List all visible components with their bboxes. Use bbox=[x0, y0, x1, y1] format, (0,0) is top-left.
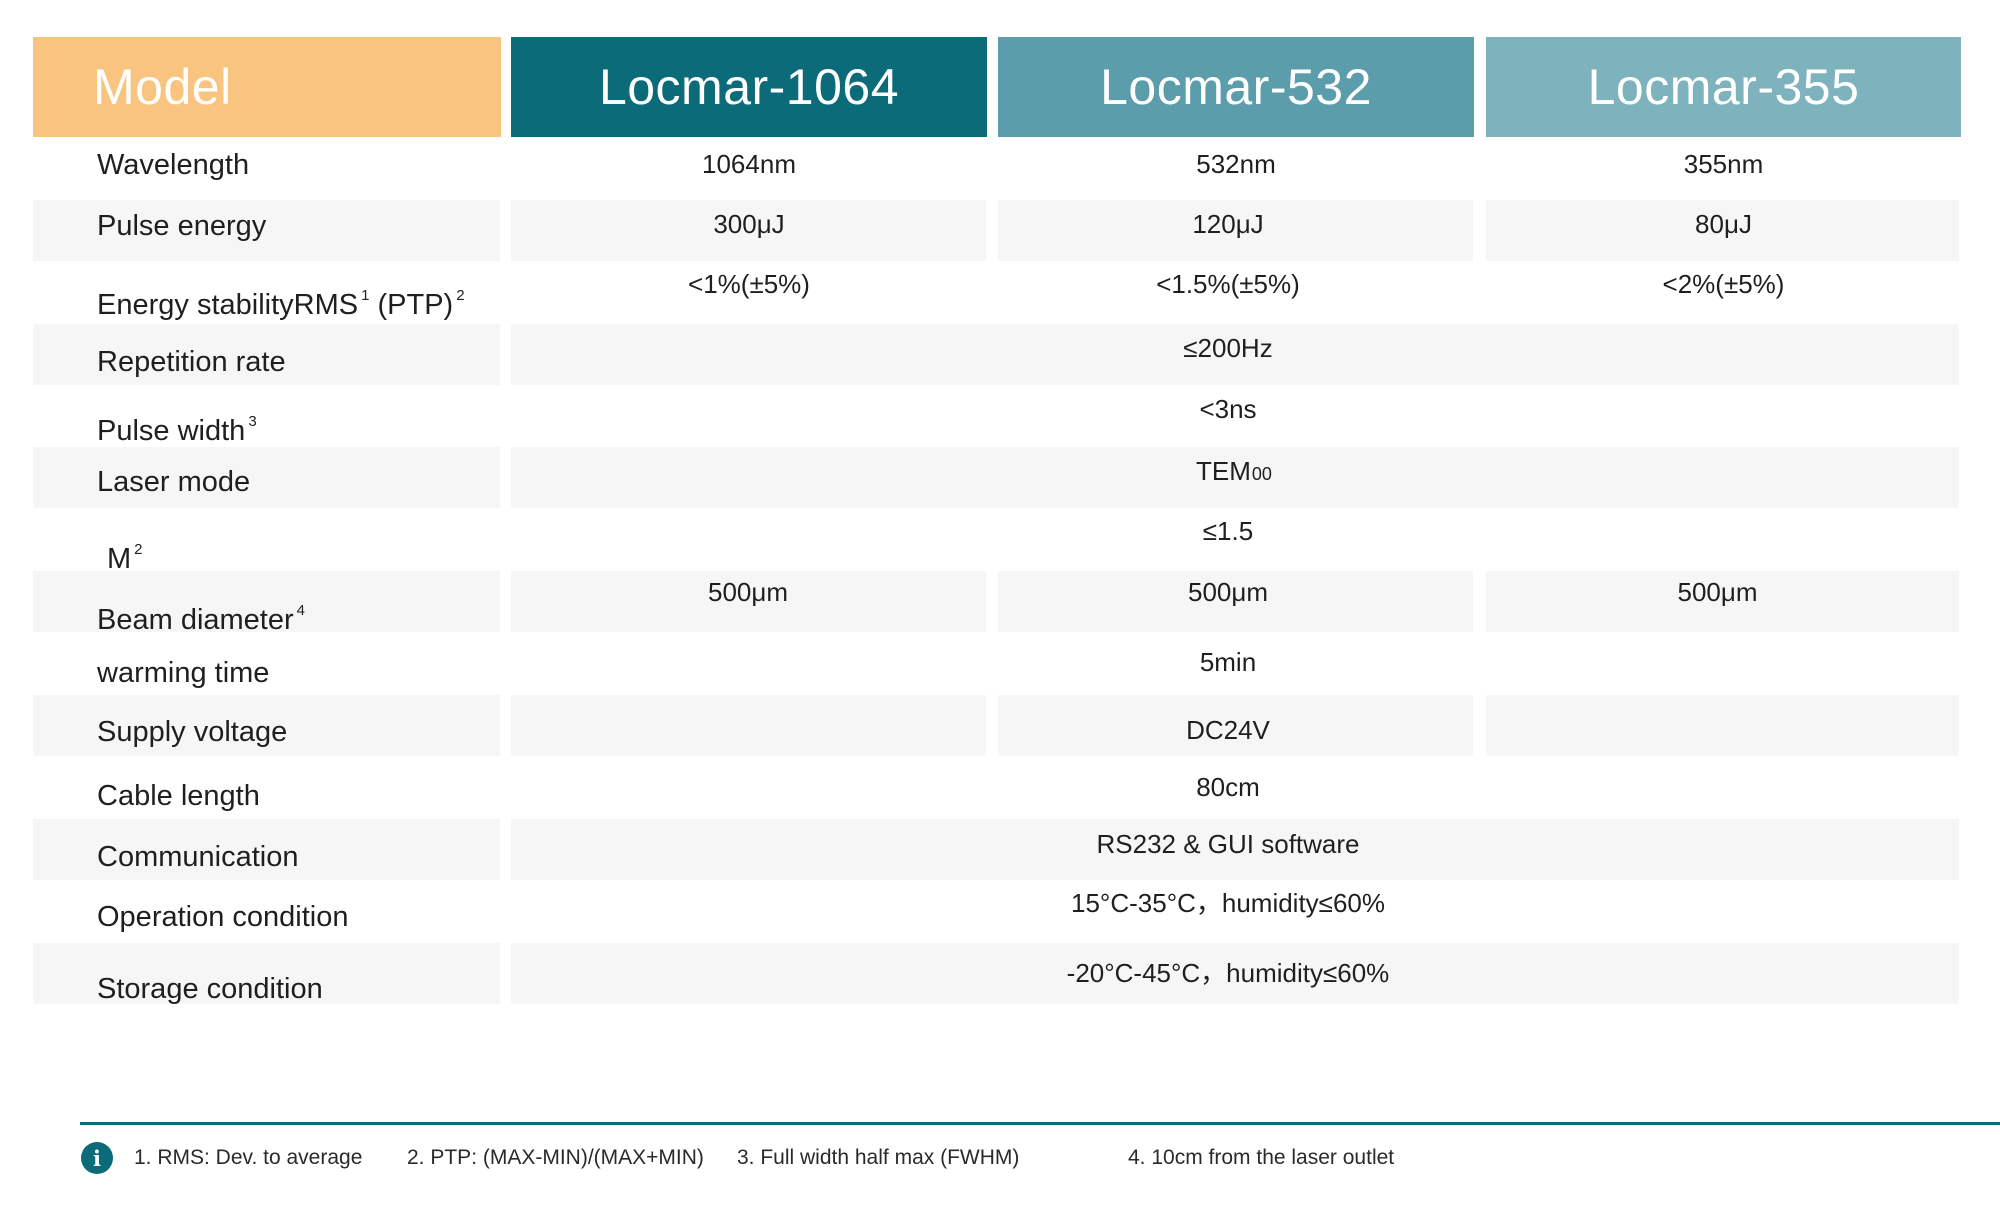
row-band bbox=[33, 200, 500, 261]
cell-wavelength-355: 355nm bbox=[1683, 149, 1764, 179]
model-header-label: Model bbox=[93, 59, 232, 115]
cell-beam-diameter-532: 500μm bbox=[1187, 577, 1269, 607]
column-header-locmar-532: Locmar-532 bbox=[998, 37, 1474, 137]
row-band bbox=[1486, 695, 1959, 756]
row-band bbox=[1486, 200, 1959, 261]
row-band bbox=[33, 819, 500, 880]
column-header-label: Locmar-1064 bbox=[598, 59, 900, 115]
cell-text: TEM bbox=[1196, 456, 1251, 486]
row-band bbox=[33, 324, 500, 385]
cell-wavelength-532: 532nm bbox=[1196, 149, 1276, 179]
cell-storage-condition: -20°C-45°C，humidity≤60% bbox=[1066, 958, 1390, 988]
row-band bbox=[33, 943, 500, 1004]
row-label-text: (PTP) bbox=[377, 289, 454, 321]
row-band bbox=[998, 571, 1473, 632]
cell-cable-length: 80cm bbox=[1196, 772, 1260, 802]
cell-energy-stability-532: <1.5%(±5%) bbox=[1156, 269, 1300, 299]
cell-operation-condition: 15°C-35°C，humidity≤60% bbox=[1071, 888, 1385, 918]
cell-beam-diameter-355: 500μm bbox=[1677, 577, 1758, 607]
footnote-3: 3. Full width half max (FWHM) bbox=[737, 1146, 1020, 1169]
cell-repetition-rate: ≤200Hz bbox=[1183, 333, 1273, 363]
row-label-operation-condition: Operation condition bbox=[97, 901, 349, 933]
footnote-ref: 1 bbox=[361, 287, 370, 304]
row-label-text: M bbox=[107, 543, 132, 575]
row-label-text: Beam diameter bbox=[97, 604, 294, 636]
row-band bbox=[511, 571, 986, 632]
row-label-beam-diameter: Beam diameter 4 bbox=[97, 596, 497, 635]
row-label-communication: Communication bbox=[97, 841, 299, 873]
row-label-pulse-width: Pulse width 3 bbox=[97, 407, 497, 446]
subscript: 00 bbox=[1251, 464, 1272, 484]
cell-pulse-width: <3ns bbox=[1199, 394, 1257, 424]
cell-warming-time: 5min bbox=[1199, 647, 1257, 677]
cell-communication: RS232 & GUI software bbox=[1096, 829, 1360, 859]
cell-wavelength-1064: 1064nm bbox=[702, 149, 796, 179]
footnote-4: 4. 10cm from the laser outlet bbox=[1128, 1146, 1395, 1169]
footnote-ref: 4 bbox=[296, 602, 305, 619]
cell-energy-stability-1064: <1%(±5%) bbox=[688, 269, 810, 299]
footnote-ref: 2 bbox=[456, 287, 465, 304]
column-header-locmar-1064: Locmar-1064 bbox=[511, 37, 987, 137]
cell-supply-voltage: DC24V bbox=[1186, 715, 1270, 745]
cell-pulse-energy-355: 80μJ bbox=[1695, 209, 1752, 239]
footer-divider bbox=[80, 1122, 2000, 1125]
row-label-supply-voltage: Supply voltage bbox=[97, 716, 288, 748]
row-band bbox=[33, 571, 500, 632]
row-band bbox=[998, 695, 1473, 756]
row-band bbox=[511, 695, 986, 756]
row-label-wavelength: Wavelength bbox=[97, 149, 250, 181]
column-header-label: Locmar-355 bbox=[1587, 59, 1860, 115]
row-label-laser-mode: Laser mode bbox=[97, 466, 251, 498]
row-label-text: Energy stabilityRMS bbox=[97, 289, 359, 321]
row-band bbox=[511, 819, 1959, 880]
row-band bbox=[511, 447, 1959, 508]
row-label-energy-stability: Energy stabilityRMS 1 (PTP) 2 bbox=[97, 281, 497, 320]
row-band bbox=[511, 324, 1959, 385]
row-label-warming-time: warming time bbox=[97, 657, 270, 689]
row-band bbox=[511, 943, 1959, 1004]
cell-pulse-energy-532: 120μJ bbox=[1192, 209, 1264, 239]
row-band bbox=[33, 695, 500, 756]
row-label-repetition-rate: Repetition rate bbox=[97, 346, 286, 378]
row-band bbox=[1486, 571, 1959, 632]
cell-beam-diameter-1064: 500μm bbox=[707, 577, 789, 607]
row-band bbox=[33, 447, 500, 508]
superscript: 2 bbox=[134, 541, 143, 558]
cell-energy-stability-355: <2%(±5%) bbox=[1662, 269, 1785, 299]
footnote-2: 2. PTP: (MAX-MIN)/(MAX+MIN) bbox=[407, 1146, 704, 1169]
model-header: Model bbox=[33, 37, 501, 137]
cell-m2: ≤1.5 bbox=[1202, 516, 1254, 546]
column-header-locmar-355: Locmar-355 bbox=[1486, 37, 1961, 137]
row-label-pulse-energy: Pulse energy bbox=[97, 210, 267, 242]
footnote-1: 1. RMS: Dev. to average bbox=[134, 1146, 363, 1169]
cell-laser-mode: TEM00 bbox=[511, 457, 1957, 488]
row-label-cable-length: Cable length bbox=[97, 780, 260, 812]
row-label-storage-condition: Storage condition bbox=[97, 973, 323, 1005]
row-band bbox=[511, 200, 986, 261]
info-icon: i bbox=[81, 1142, 113, 1174]
column-header-label: Locmar-532 bbox=[1100, 59, 1372, 115]
row-label-text: Pulse width bbox=[97, 415, 246, 447]
row-band bbox=[998, 200, 1473, 261]
footnote-ref: 3 bbox=[248, 413, 257, 430]
cell-pulse-energy-1064: 300μJ bbox=[713, 209, 785, 239]
